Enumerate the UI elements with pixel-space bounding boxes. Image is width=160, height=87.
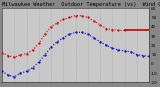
Text: Milwaukee Weather  Outdoor Temperature (vs)  Wind Chill (Last 24 Hours): Milwaukee Weather Outdoor Temperature (v… bbox=[2, 2, 160, 7]
